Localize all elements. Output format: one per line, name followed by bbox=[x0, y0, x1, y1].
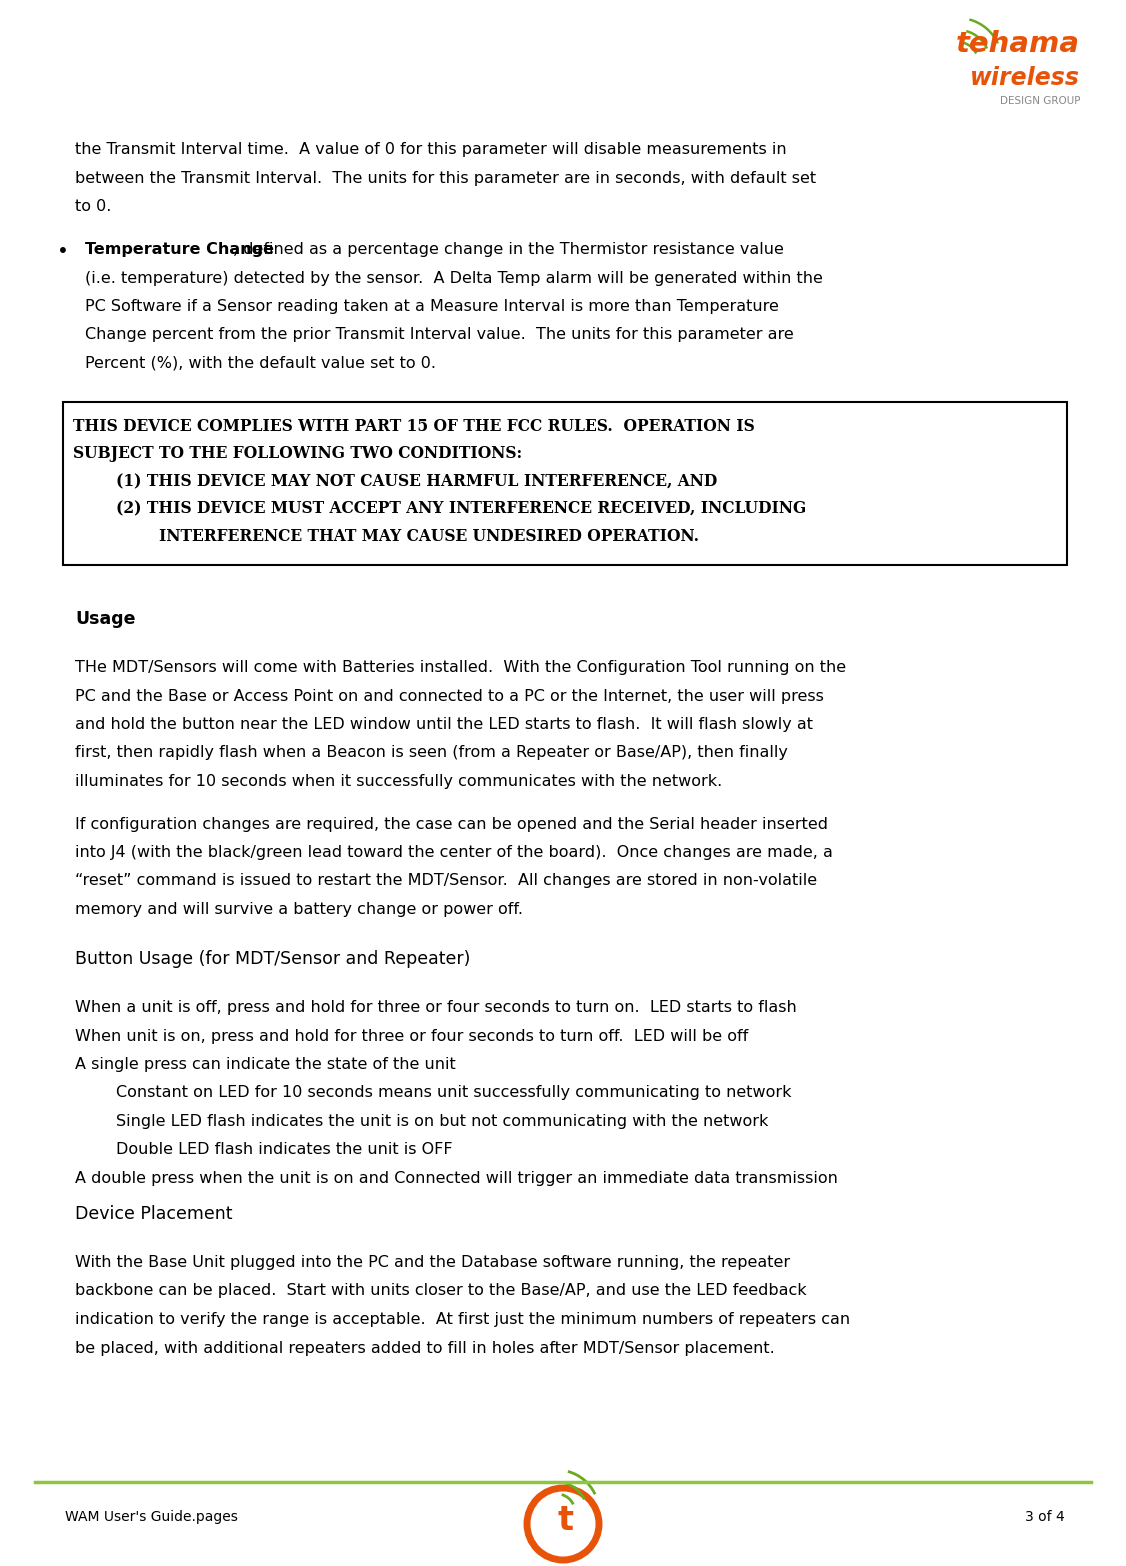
Text: tehama: tehama bbox=[956, 30, 1080, 58]
Text: WAM User's Guide.pages: WAM User's Guide.pages bbox=[65, 1510, 238, 1524]
Text: When a unit is off, press and hold for three or four seconds to turn on.  LED st: When a unit is off, press and hold for t… bbox=[75, 1001, 797, 1015]
Text: indication to verify the range is acceptable.  At first just the minimum numbers: indication to verify the range is accept… bbox=[75, 1312, 850, 1326]
Text: Temperature Change: Temperature Change bbox=[84, 243, 274, 257]
Text: PC Software if a Sensor reading taken at a Measure Interval is more than Tempera: PC Software if a Sensor reading taken at… bbox=[84, 299, 779, 315]
Text: “reset” command is issued to restart the MDT/Sensor.  All changes are stored in : “reset” command is issued to restart the… bbox=[75, 874, 817, 888]
FancyBboxPatch shape bbox=[63, 402, 1067, 564]
Text: DESIGN GROUP: DESIGN GROUP bbox=[1000, 96, 1080, 106]
Text: Percent (%), with the default value set to 0.: Percent (%), with the default value set … bbox=[84, 355, 436, 371]
Text: When unit is on, press and hold for three or four seconds to turn off.  LED will: When unit is on, press and hold for thre… bbox=[75, 1029, 749, 1043]
Text: With the Base Unit plugged into the PC and the Database software running, the re: With the Base Unit plugged into the PC a… bbox=[75, 1254, 790, 1270]
Text: Device Placement: Device Placement bbox=[75, 1204, 232, 1223]
Text: memory and will survive a battery change or power off.: memory and will survive a battery change… bbox=[75, 902, 522, 918]
Text: the Transmit Interval time.  A value of 0 for this parameter will disable measur: the Transmit Interval time. A value of 0… bbox=[75, 143, 787, 157]
Text: Usage: Usage bbox=[75, 611, 135, 628]
Text: (2) THIS DEVICE MUST ACCEPT ANY INTERFERENCE RECEIVED, INCLUDING: (2) THIS DEVICE MUST ACCEPT ANY INTERFER… bbox=[73, 501, 806, 517]
Text: Double LED flash indicates the unit is OFF: Double LED flash indicates the unit is O… bbox=[75, 1143, 453, 1157]
Text: Single LED flash indicates the unit is on but not communicating with the network: Single LED flash indicates the unit is o… bbox=[75, 1113, 768, 1129]
Text: A single press can indicate the state of the unit: A single press can indicate the state of… bbox=[75, 1057, 456, 1073]
Text: THe MDT/Sensors will come with Batteries installed.  With the Configuration Tool: THe MDT/Sensors will come with Batteries… bbox=[75, 659, 846, 675]
Text: illuminates for 10 seconds when it successfully communicates with the network.: illuminates for 10 seconds when it succe… bbox=[75, 774, 722, 789]
Text: THIS DEVICE COMPLIES WITH PART 15 OF THE FCC RULES.  OPERATION IS: THIS DEVICE COMPLIES WITH PART 15 OF THE… bbox=[73, 418, 754, 435]
Text: INTERFERENCE THAT MAY CAUSE UNDESIRED OPERATION.: INTERFERENCE THAT MAY CAUSE UNDESIRED OP… bbox=[73, 528, 699, 545]
Text: first, then rapidly flash when a Beacon is seen (from a Repeater or Base/AP), th: first, then rapidly flash when a Beacon … bbox=[75, 745, 788, 761]
Text: to 0.: to 0. bbox=[75, 199, 111, 215]
Text: and hold the button near the LED window until the LED starts to flash.  It will : and hold the button near the LED window … bbox=[75, 717, 813, 731]
Text: Button Usage (for MDT/Sensor and Repeater): Button Usage (for MDT/Sensor and Repeate… bbox=[75, 951, 471, 968]
Text: , defined as a percentage change in the Thermistor resistance value: , defined as a percentage change in the … bbox=[233, 243, 784, 257]
Text: Constant on LED for 10 seconds means unit successfully communicating to network: Constant on LED for 10 seconds means uni… bbox=[75, 1085, 792, 1101]
Text: •: • bbox=[57, 243, 69, 262]
Text: PC and the Base or Access Point on and connected to a PC or the Internet, the us: PC and the Base or Access Point on and c… bbox=[75, 689, 824, 703]
Text: t: t bbox=[557, 1503, 573, 1536]
Text: (1) THIS DEVICE MAY NOT CAUSE HARMFUL INTERFERENCE, AND: (1) THIS DEVICE MAY NOT CAUSE HARMFUL IN… bbox=[73, 473, 717, 490]
Text: into J4 (with the black/green lead toward the center of the board).  Once change: into J4 (with the black/green lead towar… bbox=[75, 846, 833, 860]
Text: 3 of 4: 3 of 4 bbox=[1026, 1510, 1065, 1524]
Text: backbone can be placed.  Start with units closer to the Base/AP, and use the LED: backbone can be placed. Start with units… bbox=[75, 1284, 806, 1298]
Text: SUBJECT TO THE FOLLOWING TWO CONDITIONS:: SUBJECT TO THE FOLLOWING TWO CONDITIONS: bbox=[73, 445, 522, 462]
Text: (i.e. temperature) detected by the sensor.  A Delta Temp alarm will be generated: (i.e. temperature) detected by the senso… bbox=[84, 271, 823, 285]
Text: be placed, with additional repeaters added to fill in holes after MDT/Sensor pla: be placed, with additional repeaters add… bbox=[75, 1340, 775, 1356]
Text: Change percent from the prior Transmit Interval value.  The units for this param: Change percent from the prior Transmit I… bbox=[84, 327, 794, 343]
Text: If configuration changes are required, the case can be opened and the Serial hea: If configuration changes are required, t… bbox=[75, 816, 828, 832]
Text: A double press when the unit is on and Connected will trigger an immediate data : A double press when the unit is on and C… bbox=[75, 1171, 838, 1185]
Text: between the Transmit Interval.  The units for this parameter are in seconds, wit: between the Transmit Interval. The units… bbox=[75, 171, 816, 185]
Text: wireless: wireless bbox=[969, 66, 1080, 89]
